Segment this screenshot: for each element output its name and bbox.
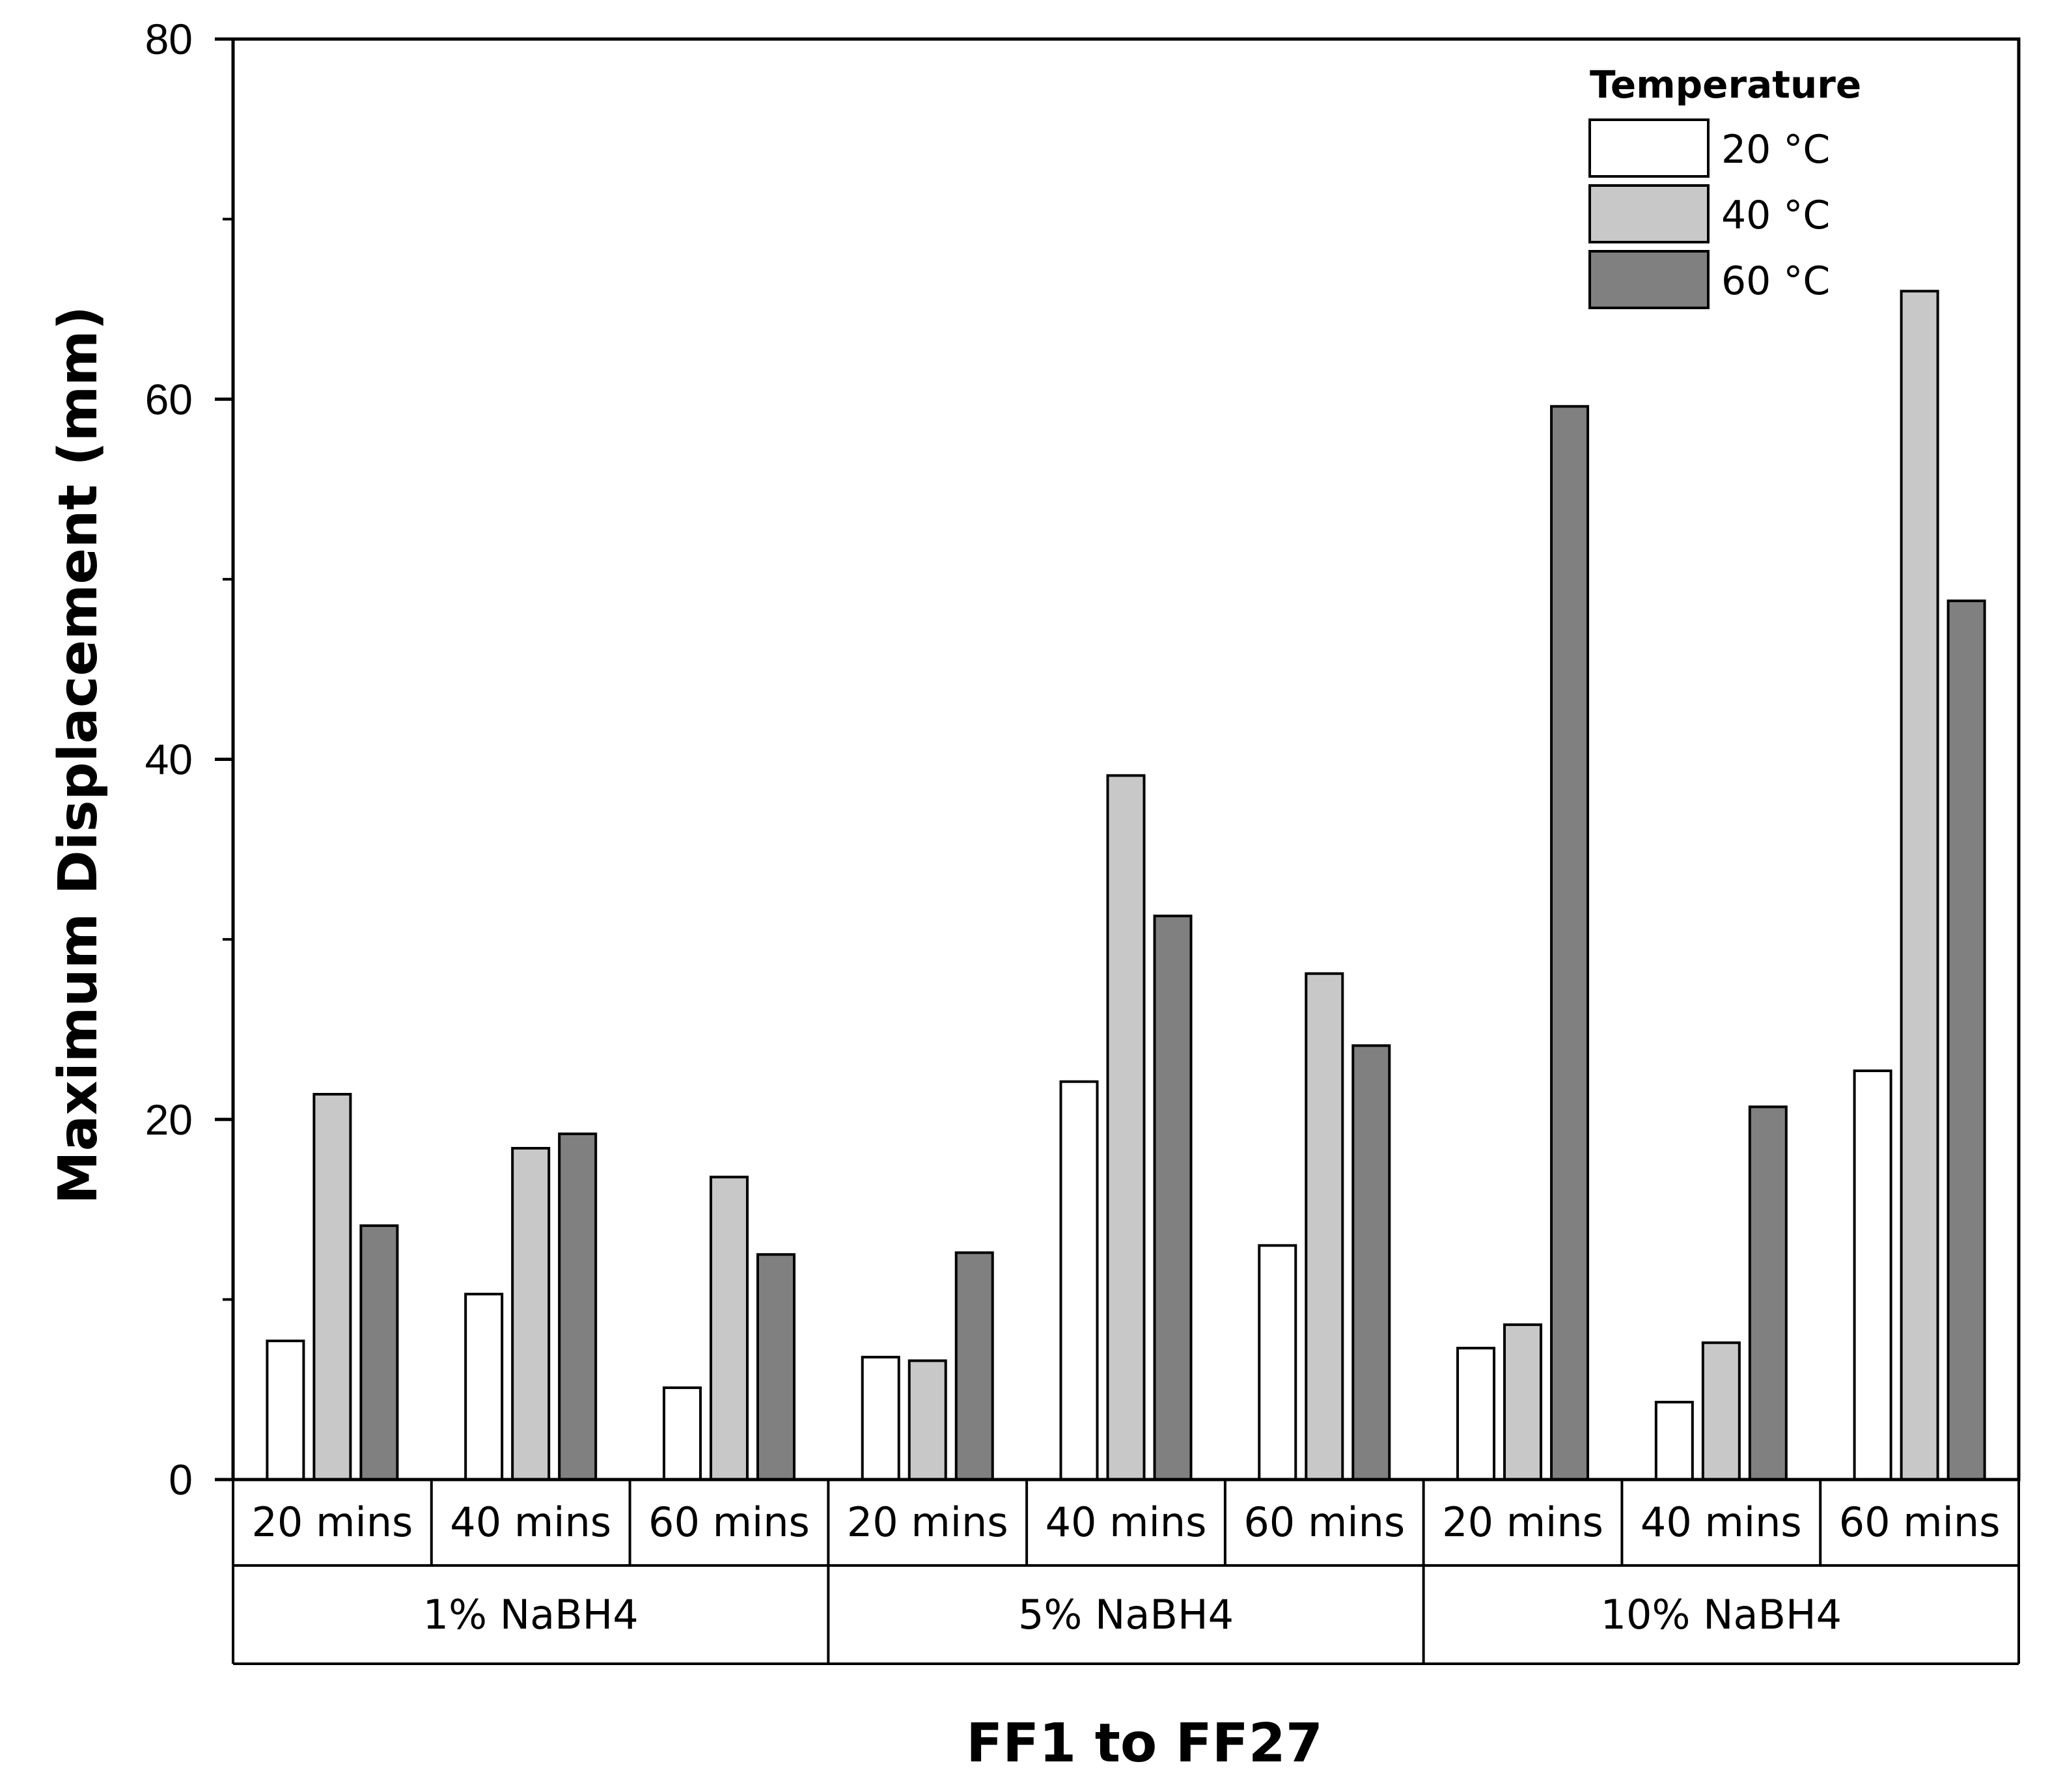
bar-60C-cat6	[1351, 1044, 1391, 1481]
bar-60C-cat3	[756, 1253, 796, 1481]
y-tick-label: 60	[145, 375, 193, 423]
bar-60C-cat1	[359, 1224, 399, 1481]
bar-60C-cat9	[1946, 600, 1986, 1482]
x-category-label: 40 mins	[450, 1498, 611, 1546]
bar-60C-cat7	[1550, 405, 1590, 1482]
bar-40C-cat9	[1900, 290, 1939, 1481]
bar-60C-cat8	[1748, 1105, 1788, 1481]
bar-40C-cat8	[1701, 1341, 1741, 1481]
legend-title: Temperature	[1590, 62, 1861, 107]
x-category-label: 40 mins	[1641, 1498, 1802, 1546]
x-category-label: 60 mins	[648, 1498, 810, 1546]
x-category-label: 20 mins	[251, 1498, 413, 1546]
y-tick-label: 40	[145, 736, 193, 784]
bar-20C-cat7	[1456, 1347, 1496, 1481]
y-ticks-layer: 0 20 40 60 80	[145, 15, 233, 1504]
bar-40C-cat3	[709, 1176, 749, 1482]
y-tick-label: 80	[145, 15, 193, 63]
bar-40C-cat6	[1305, 972, 1344, 1481]
bar-40C-cat2	[511, 1147, 551, 1481]
legend-label: 20 °C	[1721, 127, 1830, 172]
bar-40C-cat7	[1503, 1323, 1543, 1482]
legend-swatch	[1588, 118, 1710, 178]
bar-60C-cat2	[558, 1132, 598, 1481]
bar-20C-cat1	[266, 1339, 305, 1482]
x-category-label: 40 mins	[1046, 1498, 1207, 1546]
x-category-label: 60 mins	[1243, 1498, 1405, 1546]
y-tick-label: 0	[169, 1455, 193, 1504]
x-category-label: 60 mins	[1839, 1498, 2001, 1546]
x-group-label: 1% NaBH4	[423, 1591, 639, 1638]
bar-20C-cat6	[1258, 1244, 1297, 1481]
bars-layer	[266, 290, 1986, 1482]
y-axis-title: Maximum Displacement (mm)	[48, 306, 109, 1204]
x-group-label: 10% NaBH4	[1601, 1591, 1842, 1638]
x-axis-title: FF1 to FF27	[966, 1713, 1323, 1774]
bar-20C-cat2	[464, 1293, 504, 1482]
bar-20C-cat8	[1654, 1401, 1694, 1482]
legend-label: 40 °C	[1721, 193, 1830, 238]
legend: Temperature 20 °C 40 °C 60 °C	[1588, 62, 1861, 309]
bar-20C-cat9	[1853, 1069, 1892, 1481]
bar-20C-cat5	[1059, 1080, 1099, 1481]
bar-60C-cat5	[1153, 915, 1193, 1481]
legend-swatch	[1588, 184, 1710, 243]
legend-label: 60 °C	[1721, 258, 1830, 304]
x-group-label: 5% NaBH4	[1018, 1591, 1234, 1638]
x-category-label: 20 mins	[1442, 1498, 1603, 1546]
bar-40C-cat4	[907, 1359, 947, 1481]
legend-swatch	[1588, 250, 1710, 309]
x-category-label: 20 mins	[847, 1498, 1008, 1546]
x-category-table: 20 mins 40 mins 60 mins 20 mins 40 mins 60 mi…	[232, 1480, 2020, 1665]
y-tick-label: 20	[145, 1096, 193, 1144]
bar-60C-cat4	[954, 1251, 994, 1481]
bar-40C-cat5	[1106, 774, 1146, 1481]
bar-20C-cat4	[861, 1355, 900, 1482]
bar-40C-cat1	[312, 1093, 352, 1481]
bar-20C-cat3	[662, 1386, 702, 1481]
